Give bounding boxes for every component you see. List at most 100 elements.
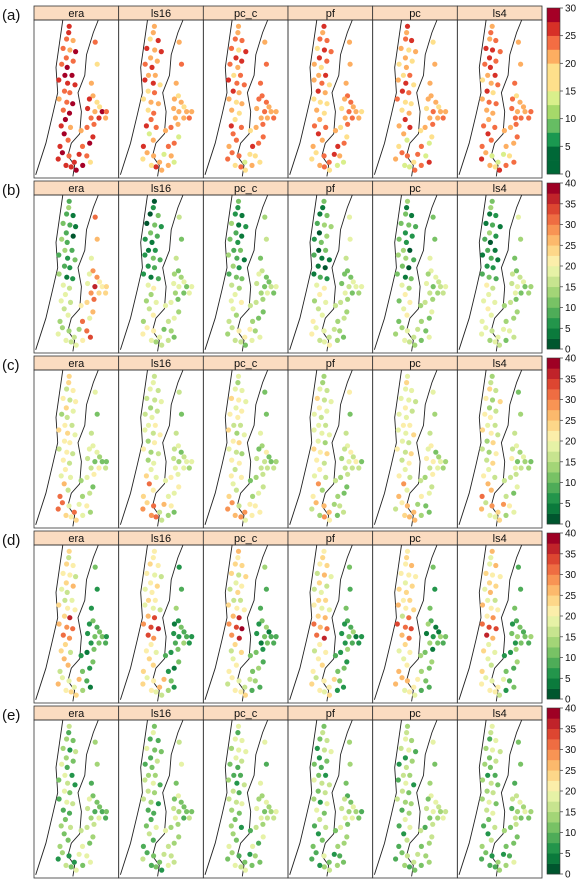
station-point bbox=[501, 128, 507, 134]
station-point bbox=[409, 37, 415, 44]
station-point bbox=[84, 474, 90, 480]
station-point bbox=[507, 124, 514, 130]
station-point bbox=[58, 123, 64, 129]
colorbar-tick-label: 30 bbox=[565, 395, 577, 406]
station-point bbox=[430, 39, 436, 45]
station-point bbox=[161, 676, 167, 682]
panel-title: pc bbox=[409, 358, 421, 370]
station-point bbox=[236, 440, 242, 446]
station-point bbox=[321, 548, 327, 554]
station-point bbox=[479, 96, 485, 102]
station-point bbox=[268, 284, 274, 290]
station-point bbox=[78, 828, 84, 834]
station-point bbox=[55, 156, 61, 162]
station-point bbox=[479, 506, 485, 512]
coastline-east bbox=[321, 369, 353, 527]
station-point bbox=[70, 451, 76, 457]
station-point bbox=[311, 473, 318, 479]
station-point bbox=[492, 864, 498, 870]
station-point bbox=[488, 487, 494, 493]
station-point bbox=[231, 597, 237, 603]
station-point bbox=[249, 687, 255, 694]
station-point bbox=[493, 212, 499, 219]
station-point bbox=[321, 747, 327, 753]
station-point bbox=[318, 414, 324, 420]
station-point bbox=[90, 309, 96, 315]
station-point bbox=[326, 607, 332, 613]
station-point bbox=[345, 646, 351, 652]
station-point bbox=[430, 121, 436, 127]
panel-frame bbox=[372, 19, 458, 179]
station-point bbox=[273, 109, 279, 115]
station-point bbox=[402, 862, 408, 869]
station-point bbox=[145, 457, 151, 463]
station-point bbox=[317, 466, 323, 473]
station-point bbox=[334, 687, 340, 694]
station-point bbox=[151, 23, 157, 29]
station-point bbox=[485, 422, 491, 428]
station-point bbox=[259, 93, 265, 99]
station-point bbox=[311, 77, 317, 83]
station-point bbox=[65, 662, 71, 668]
station-point bbox=[321, 198, 327, 204]
station-point bbox=[168, 853, 174, 859]
station-point bbox=[335, 668, 341, 675]
station-point bbox=[63, 162, 69, 168]
station-point bbox=[173, 605, 179, 611]
colorbar-segment bbox=[547, 472, 560, 483]
station-point bbox=[178, 586, 185, 592]
station-point bbox=[148, 512, 154, 519]
colorbar-segment bbox=[547, 118, 560, 133]
station-point bbox=[487, 36, 493, 42]
station-point bbox=[155, 212, 161, 219]
station-point bbox=[406, 339, 413, 345]
station-point bbox=[144, 570, 150, 577]
station-point bbox=[430, 296, 436, 302]
station-point bbox=[99, 284, 105, 290]
station-point bbox=[171, 446, 177, 452]
station-point bbox=[427, 80, 433, 86]
station-point bbox=[402, 580, 408, 586]
station-point bbox=[515, 739, 522, 745]
coastline-east bbox=[406, 544, 438, 702]
station-point bbox=[181, 115, 187, 121]
station-point bbox=[443, 109, 449, 115]
colorbar-segment bbox=[547, 255, 560, 267]
station-point bbox=[345, 821, 351, 827]
station-point bbox=[399, 282, 405, 288]
coastline-east bbox=[152, 544, 184, 702]
station-point bbox=[486, 405, 493, 411]
colorbar-tick-label: 15 bbox=[565, 282, 577, 293]
station-point bbox=[142, 77, 148, 83]
station-point bbox=[316, 55, 322, 61]
colorbar-segment bbox=[547, 266, 560, 277]
station-point bbox=[79, 318, 86, 324]
station-point bbox=[513, 471, 519, 477]
station-point bbox=[158, 224, 164, 230]
station-point bbox=[408, 451, 414, 457]
station-point bbox=[181, 279, 187, 285]
colorbar-tick-label: 0 bbox=[565, 870, 571, 881]
station-point bbox=[408, 801, 414, 807]
station-point bbox=[94, 761, 100, 767]
station-point bbox=[342, 290, 348, 296]
station-point bbox=[500, 151, 507, 157]
station-point bbox=[418, 478, 424, 484]
colorbar-tick-label: 10 bbox=[565, 653, 577, 664]
station-point bbox=[233, 487, 239, 493]
station-point bbox=[323, 247, 329, 253]
station-point bbox=[321, 23, 327, 29]
station-point bbox=[513, 268, 520, 274]
station-point bbox=[158, 49, 164, 55]
station-point bbox=[181, 465, 187, 471]
station-point bbox=[402, 466, 408, 473]
station-point bbox=[228, 570, 235, 577]
station-point bbox=[311, 777, 317, 783]
station-point bbox=[148, 466, 154, 473]
station-point bbox=[226, 271, 232, 277]
station-point bbox=[62, 116, 68, 123]
station-point bbox=[62, 641, 68, 648]
station-point bbox=[140, 856, 146, 862]
station-point bbox=[328, 49, 334, 55]
station-point bbox=[401, 306, 407, 312]
